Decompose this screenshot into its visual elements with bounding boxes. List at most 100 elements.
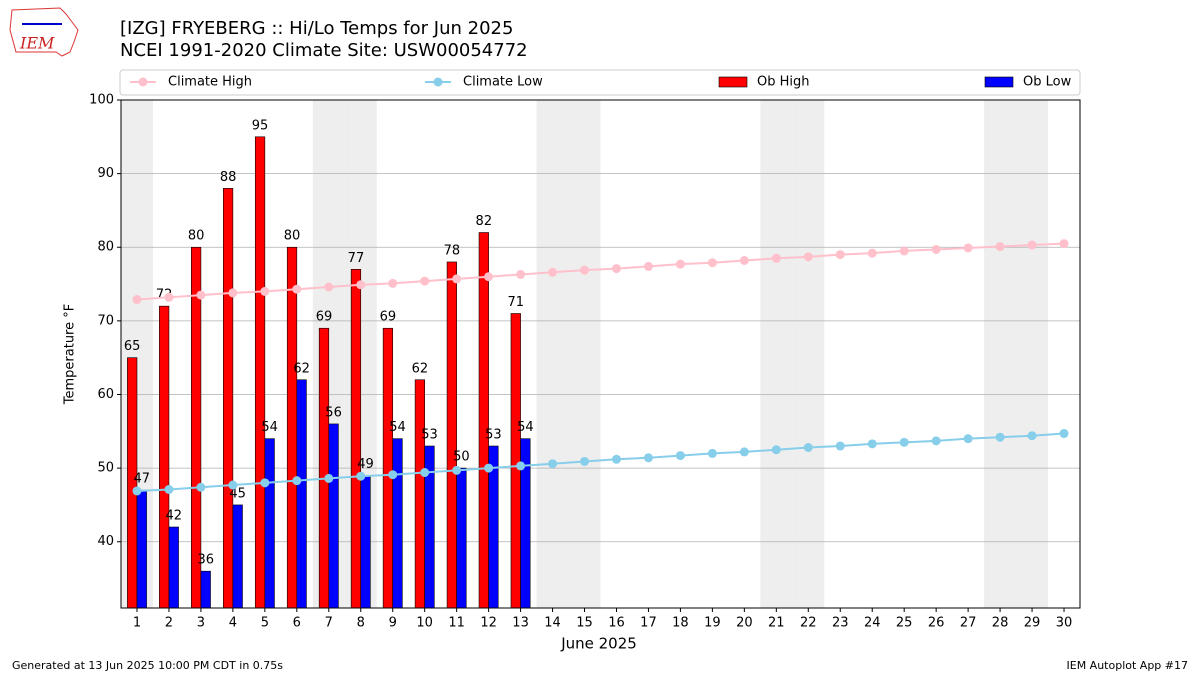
point <box>1059 239 1069 249</box>
x-tick-label: 22 <box>800 616 817 631</box>
bar <box>264 438 275 609</box>
point <box>548 267 558 277</box>
point <box>1027 431 1037 441</box>
x-tick-label: 2 <box>165 616 173 631</box>
chart-subtitle: NCEI 1991-2020 Climate Site: USW00054772 <box>120 40 528 61</box>
point <box>260 478 270 488</box>
data-label: 36 <box>197 553 214 568</box>
x-tick-label: 17 <box>640 616 657 631</box>
legend-marker <box>138 77 148 87</box>
point <box>963 243 973 253</box>
data-label: 77 <box>348 251 365 266</box>
x-tick-label: 27 <box>960 616 977 631</box>
data-label: 88 <box>220 170 237 185</box>
shaded-day <box>760 100 793 608</box>
point <box>196 290 206 300</box>
x-tick-label: 8 <box>357 616 365 631</box>
bar <box>456 467 467 609</box>
x-tick-label: 19 <box>704 616 721 631</box>
point <box>803 252 813 262</box>
data-label: 53 <box>485 428 502 443</box>
chart-title: [IZG] FRYEBERG :: Hi/Lo Temps for Jun 20… <box>120 18 513 39</box>
point <box>132 486 142 496</box>
bar <box>159 305 170 609</box>
point <box>164 484 174 494</box>
data-label: 54 <box>389 420 406 435</box>
point <box>292 284 302 294</box>
point <box>388 278 398 288</box>
shaded-day <box>984 100 1017 608</box>
point <box>452 274 462 284</box>
point <box>771 253 781 263</box>
shaded-day <box>1016 100 1049 608</box>
bar <box>136 489 147 609</box>
point <box>452 465 462 475</box>
x-tick-label: 13 <box>512 616 529 631</box>
data-label: 62 <box>412 361 429 376</box>
point <box>1059 429 1069 439</box>
x-tick-label: 3 <box>197 616 205 631</box>
x-tick-label: 1 <box>133 616 141 631</box>
point <box>228 288 238 298</box>
legend-marker <box>433 77 443 87</box>
y-axis-label: Temperature °F <box>63 304 78 405</box>
y-tick-label: 90 <box>97 166 114 181</box>
data-label: 69 <box>316 310 333 325</box>
point <box>675 259 685 269</box>
x-tick-label: 16 <box>608 616 625 631</box>
legend-swatch <box>984 76 1014 88</box>
x-tick-label: 21 <box>768 616 785 631</box>
point <box>292 476 302 486</box>
point <box>611 454 621 464</box>
point <box>228 480 238 490</box>
bar <box>392 438 403 609</box>
point <box>324 282 334 292</box>
point <box>643 261 653 271</box>
legend-label: Ob Low <box>1023 75 1072 90</box>
point <box>196 482 206 492</box>
point <box>867 439 877 449</box>
data-label: 53 <box>421 428 438 443</box>
point <box>707 258 717 268</box>
point <box>739 447 749 457</box>
shaded-day <box>792 100 825 608</box>
bar <box>286 246 298 609</box>
point <box>516 269 526 279</box>
point <box>931 436 941 446</box>
point <box>931 244 941 254</box>
point <box>420 276 430 286</box>
point <box>420 468 430 478</box>
x-axis-label: June 2025 <box>560 635 637 653</box>
x-tick-label: 30 <box>1056 616 1073 631</box>
data-label: 50 <box>453 450 470 465</box>
legend-label: Ob High <box>757 75 810 90</box>
point <box>388 470 398 480</box>
point <box>484 463 494 473</box>
y-tick-label: 80 <box>97 240 114 255</box>
x-tick-label: 4 <box>229 616 237 631</box>
data-label: 95 <box>252 118 269 133</box>
data-label: 45 <box>229 486 246 501</box>
data-label: 80 <box>188 229 205 244</box>
data-label: 47 <box>134 472 151 487</box>
point <box>835 250 845 260</box>
y-tick-label: 70 <box>97 313 114 328</box>
bar <box>222 188 234 609</box>
data-label: 56 <box>325 405 342 420</box>
x-tick-label: 20 <box>736 616 753 631</box>
logo-outline <box>9 7 79 57</box>
legend-label: Climate High <box>168 75 252 90</box>
x-tick-label: 9 <box>389 616 397 631</box>
point <box>835 441 845 451</box>
bar <box>360 475 371 609</box>
point <box>803 443 813 453</box>
point <box>356 280 366 290</box>
footer-left: Generated at 13 Jun 2025 10:00 PM CDT in… <box>12 659 283 672</box>
x-tick-label: 6 <box>293 616 301 631</box>
bar <box>446 261 457 609</box>
x-tick-label: 11 <box>448 616 465 631</box>
point <box>132 295 142 305</box>
x-tick-label: 10 <box>416 616 433 631</box>
point <box>260 286 270 296</box>
